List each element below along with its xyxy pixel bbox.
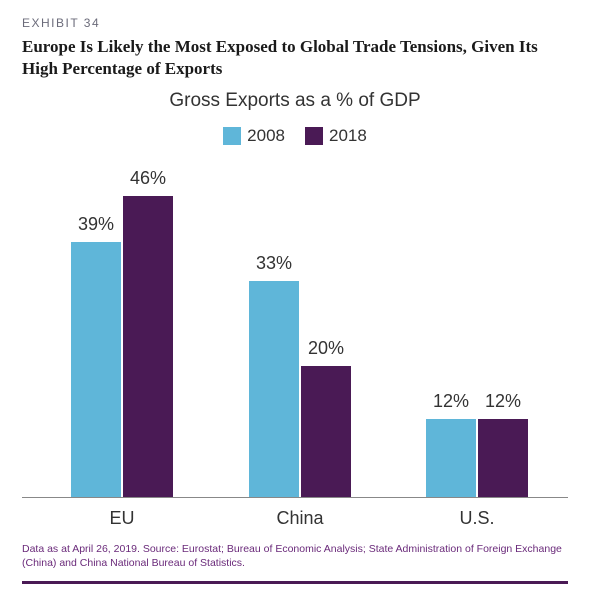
bar-label-eu-2018: 46% <box>123 168 173 189</box>
x-label-china: China <box>240 508 360 529</box>
bottom-rule <box>22 581 568 584</box>
bar-eu-2008: 39% <box>71 242 121 497</box>
legend-label-2018: 2018 <box>329 126 367 146</box>
bar-china-2018: 20% <box>301 366 351 497</box>
bar-label-us-2008: 12% <box>426 391 476 412</box>
legend-swatch-2008 <box>223 127 241 145</box>
bar-us-2018: 12% <box>478 419 528 497</box>
bar-label-china-2008: 33% <box>249 253 299 274</box>
legend-item-2008: 2008 <box>223 126 285 146</box>
bar-group-china: 33% 20% <box>240 281 360 497</box>
bar-china-2008: 33% <box>249 281 299 497</box>
legend-label-2008: 2008 <box>247 126 285 146</box>
bar-group-us: 12% 12% <box>417 419 537 497</box>
chart-title: Europe Is Likely the Most Exposed to Glo… <box>22 36 568 80</box>
x-label-eu: EU <box>62 508 182 529</box>
exhibit-label: EXHIBIT 34 <box>22 16 568 30</box>
bar-us-2008: 12% <box>426 419 476 497</box>
bar-label-china-2018: 20% <box>301 338 351 359</box>
legend-swatch-2018 <box>305 127 323 145</box>
legend-item-2018: 2018 <box>305 126 367 146</box>
x-axis-labels: EU China U.S. <box>22 498 568 538</box>
bar-group-eu: 39% 46% <box>62 196 182 497</box>
bar-label-eu-2008: 39% <box>71 214 121 235</box>
x-label-us: U.S. <box>417 508 537 529</box>
bar-eu-2018: 46% <box>123 196 173 497</box>
legend: 2008 2018 <box>22 126 568 146</box>
bar-chart: 39% 46% 33% 20% 12% 12% <box>22 158 568 498</box>
chart-subtitle: Gross Exports as a % of GDP <box>22 90 568 112</box>
footnote: Data as at April 26, 2019. Source: Euros… <box>22 542 568 578</box>
bar-label-us-2018: 12% <box>478 391 528 412</box>
